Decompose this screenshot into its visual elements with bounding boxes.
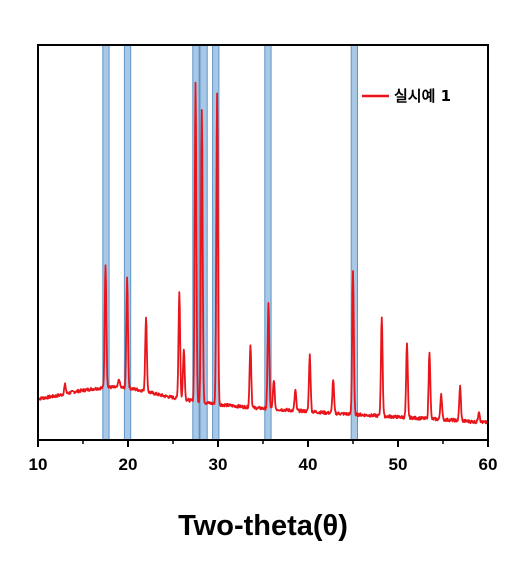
x-tick-label: 40 [299,455,318,474]
x-tick-label: 30 [209,455,228,474]
x-tick-label: 50 [389,455,408,474]
series-line [37,81,489,425]
x-axis-ticks: 10 20 30 40 50 60 [29,440,498,474]
highlight-bands [102,44,359,441]
x-tick-label: 10 [29,455,48,474]
legend: 실시예 1 [362,87,451,105]
x-tick-label: 20 [119,455,138,474]
legend-label: 실시예 1 [394,87,451,105]
x-axis-label: Two-theta(θ) [178,510,348,542]
x-tick-label: 60 [479,455,498,474]
